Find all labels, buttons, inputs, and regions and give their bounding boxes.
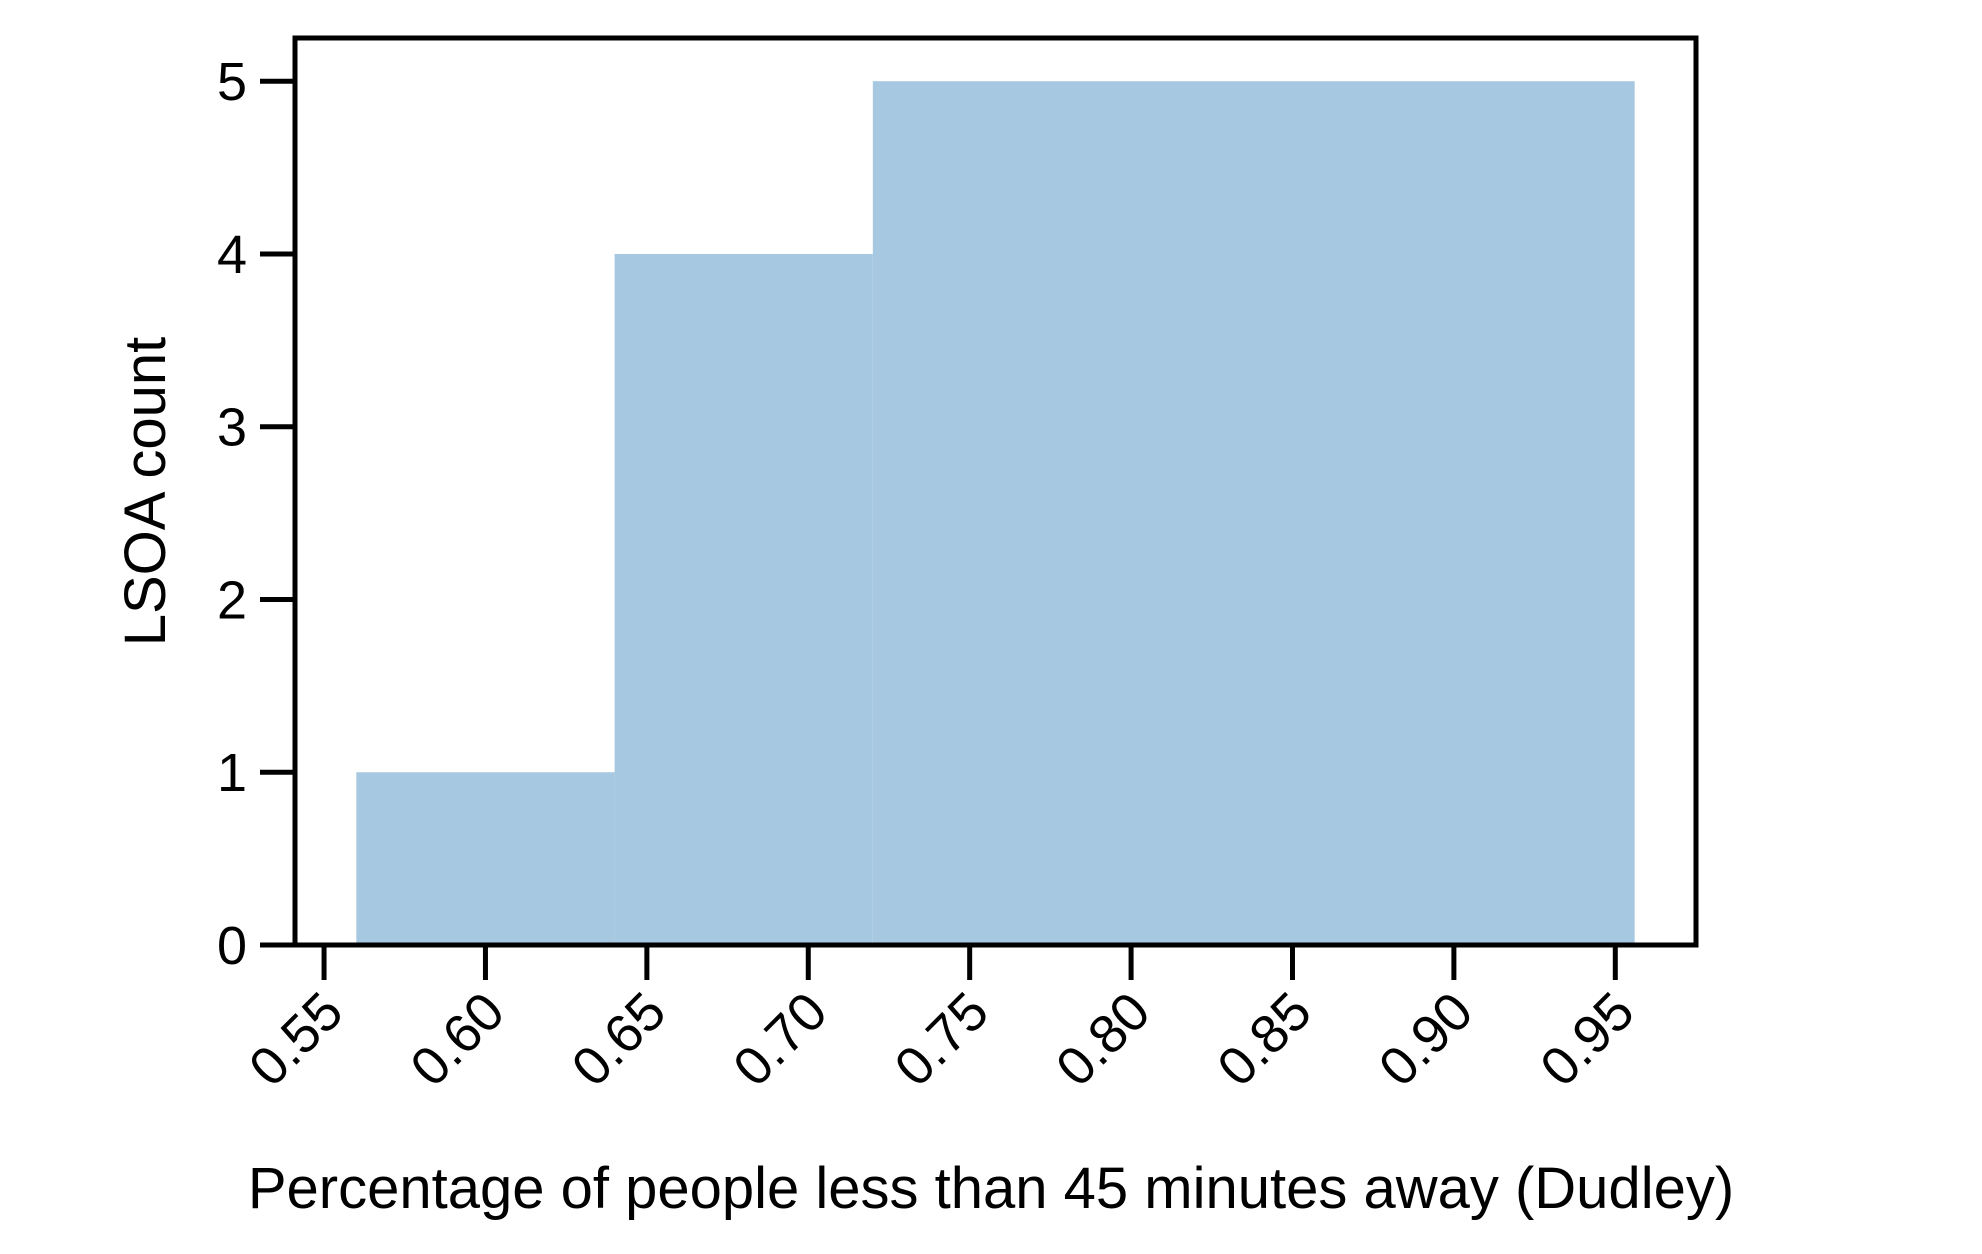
- x-tick-label: 0.90: [1368, 981, 1485, 1098]
- histogram-bar-1: [614, 253, 873, 945]
- y-axis-ticks: 0 1 2 3 4 5: [217, 52, 295, 976]
- x-tick-label: 0.65: [561, 981, 678, 1098]
- y-tick-label: 0: [217, 916, 247, 976]
- x-tick-label: 0.80: [1045, 981, 1162, 1098]
- x-tick-label: 0.95: [1529, 981, 1646, 1098]
- x-axis-label: Percentage of people less than 45 minute…: [248, 1156, 1734, 1221]
- x-tick-label: 0.70: [722, 981, 839, 1098]
- histogram-bar-2: [872, 81, 1635, 945]
- y-axis-label: LSOA count: [113, 337, 178, 647]
- x-tick-label: 0.75: [883, 981, 1000, 1098]
- y-tick-label: 4: [217, 225, 247, 285]
- x-axis-ticks: 0.55 0.60 0.65 0.70 0.75 0.80 0.85 0.90 0.95: [238, 945, 1646, 1098]
- x-tick-label: 0.55: [238, 981, 355, 1098]
- x-tick-label: 0.85: [1206, 981, 1323, 1098]
- plot-frame: [292, 35, 1699, 948]
- x-tick-label: 0.60: [399, 981, 516, 1098]
- y-tick-label: 1: [217, 743, 247, 803]
- histogram-bars: [356, 81, 1635, 945]
- histogram-bar-0: [356, 772, 615, 945]
- y-tick-label: 2: [217, 570, 247, 630]
- y-tick-label: 3: [217, 398, 247, 458]
- y-tick-label: 5: [217, 52, 247, 112]
